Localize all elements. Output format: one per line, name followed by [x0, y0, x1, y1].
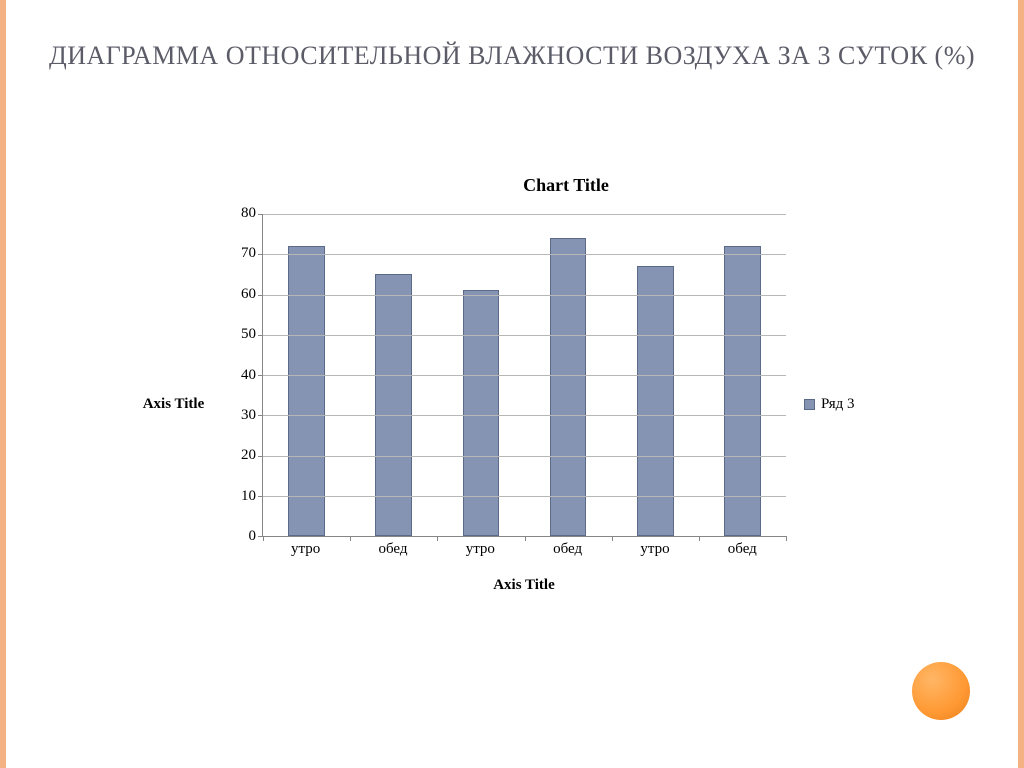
grid-line [263, 214, 786, 215]
grid-line [263, 496, 786, 497]
bar [288, 246, 325, 536]
legend: Ряд 3 [786, 214, 896, 594]
x-tick-mark [612, 536, 613, 541]
y-tick-mark [258, 254, 263, 255]
chart-title: Chart Title [211, 175, 921, 196]
x-tick-mark [786, 536, 787, 541]
x-tick-mark [350, 536, 351, 541]
grid-line [263, 375, 786, 376]
x-label: обед [699, 541, 786, 558]
y-tick-mark [258, 415, 263, 416]
x-label: обед [349, 541, 436, 558]
x-tick-mark [699, 536, 700, 541]
bar [375, 274, 412, 536]
chart-body: Axis Title 80706050403020100 утрообедутр… [121, 214, 921, 594]
grid-line [263, 254, 786, 255]
grid-line [263, 456, 786, 457]
humidity-chart: Chart Title Axis Title 80706050403020100… [121, 175, 921, 625]
slide-frame: ДИАГРАММА ОТНОСИТЕЛЬНОЙ ВЛАЖНОСТИ ВОЗДУХ… [0, 0, 1024, 768]
bar [463, 290, 500, 536]
y-axis-title: Axis Title [121, 214, 226, 594]
bar [724, 246, 761, 536]
legend-label: Ряд 3 [821, 396, 855, 413]
plot-column: 80706050403020100 утрообедутрообедутрооб… [226, 214, 786, 594]
y-tick-mark [258, 335, 263, 336]
x-label: обед [524, 541, 611, 558]
y-tick-mark [258, 214, 263, 215]
plot-row: 80706050403020100 [226, 214, 786, 537]
slide-title: ДИАГРАММА ОТНОСИТЕЛЬНОЙ ВЛАЖНОСТИ ВОЗДУХ… [6, 0, 1018, 83]
legend-swatch [804, 399, 815, 410]
x-label: утро [262, 541, 349, 558]
x-label: утро [437, 541, 524, 558]
grid-line [263, 335, 786, 336]
x-tick-mark [437, 536, 438, 541]
y-tick-mark [258, 496, 263, 497]
x-tick-mark [525, 536, 526, 541]
bar [550, 238, 587, 536]
y-tick-mark [258, 295, 263, 296]
grid-line [263, 295, 786, 296]
plot-area [262, 214, 786, 537]
y-tick-mark [258, 456, 263, 457]
grid-line [263, 415, 786, 416]
y-ticks: 80706050403020100 [226, 214, 262, 537]
x-axis-title: Axis Title [262, 577, 786, 594]
decoration-circle-icon [912, 662, 970, 720]
y-tick-mark [258, 375, 263, 376]
x-tick-mark [263, 536, 264, 541]
x-label: утро [611, 541, 698, 558]
